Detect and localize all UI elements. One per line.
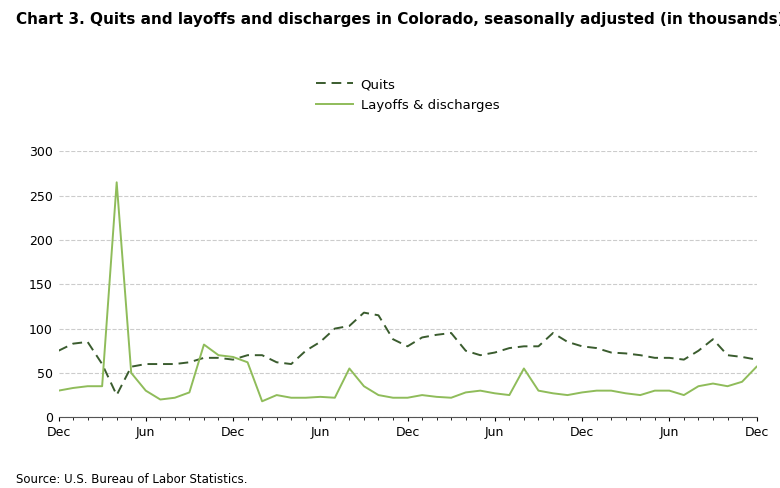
Text: Source: U.S. Bureau of Labor Statistics.: Source: U.S. Bureau of Labor Statistics. xyxy=(16,472,247,486)
Text: Chart 3. Quits and layoffs and discharges in Colorado, seasonally adjusted (in t: Chart 3. Quits and layoffs and discharge… xyxy=(16,12,780,27)
Legend: Quits, Layoffs & discharges: Quits, Layoffs & discharges xyxy=(310,73,505,118)
